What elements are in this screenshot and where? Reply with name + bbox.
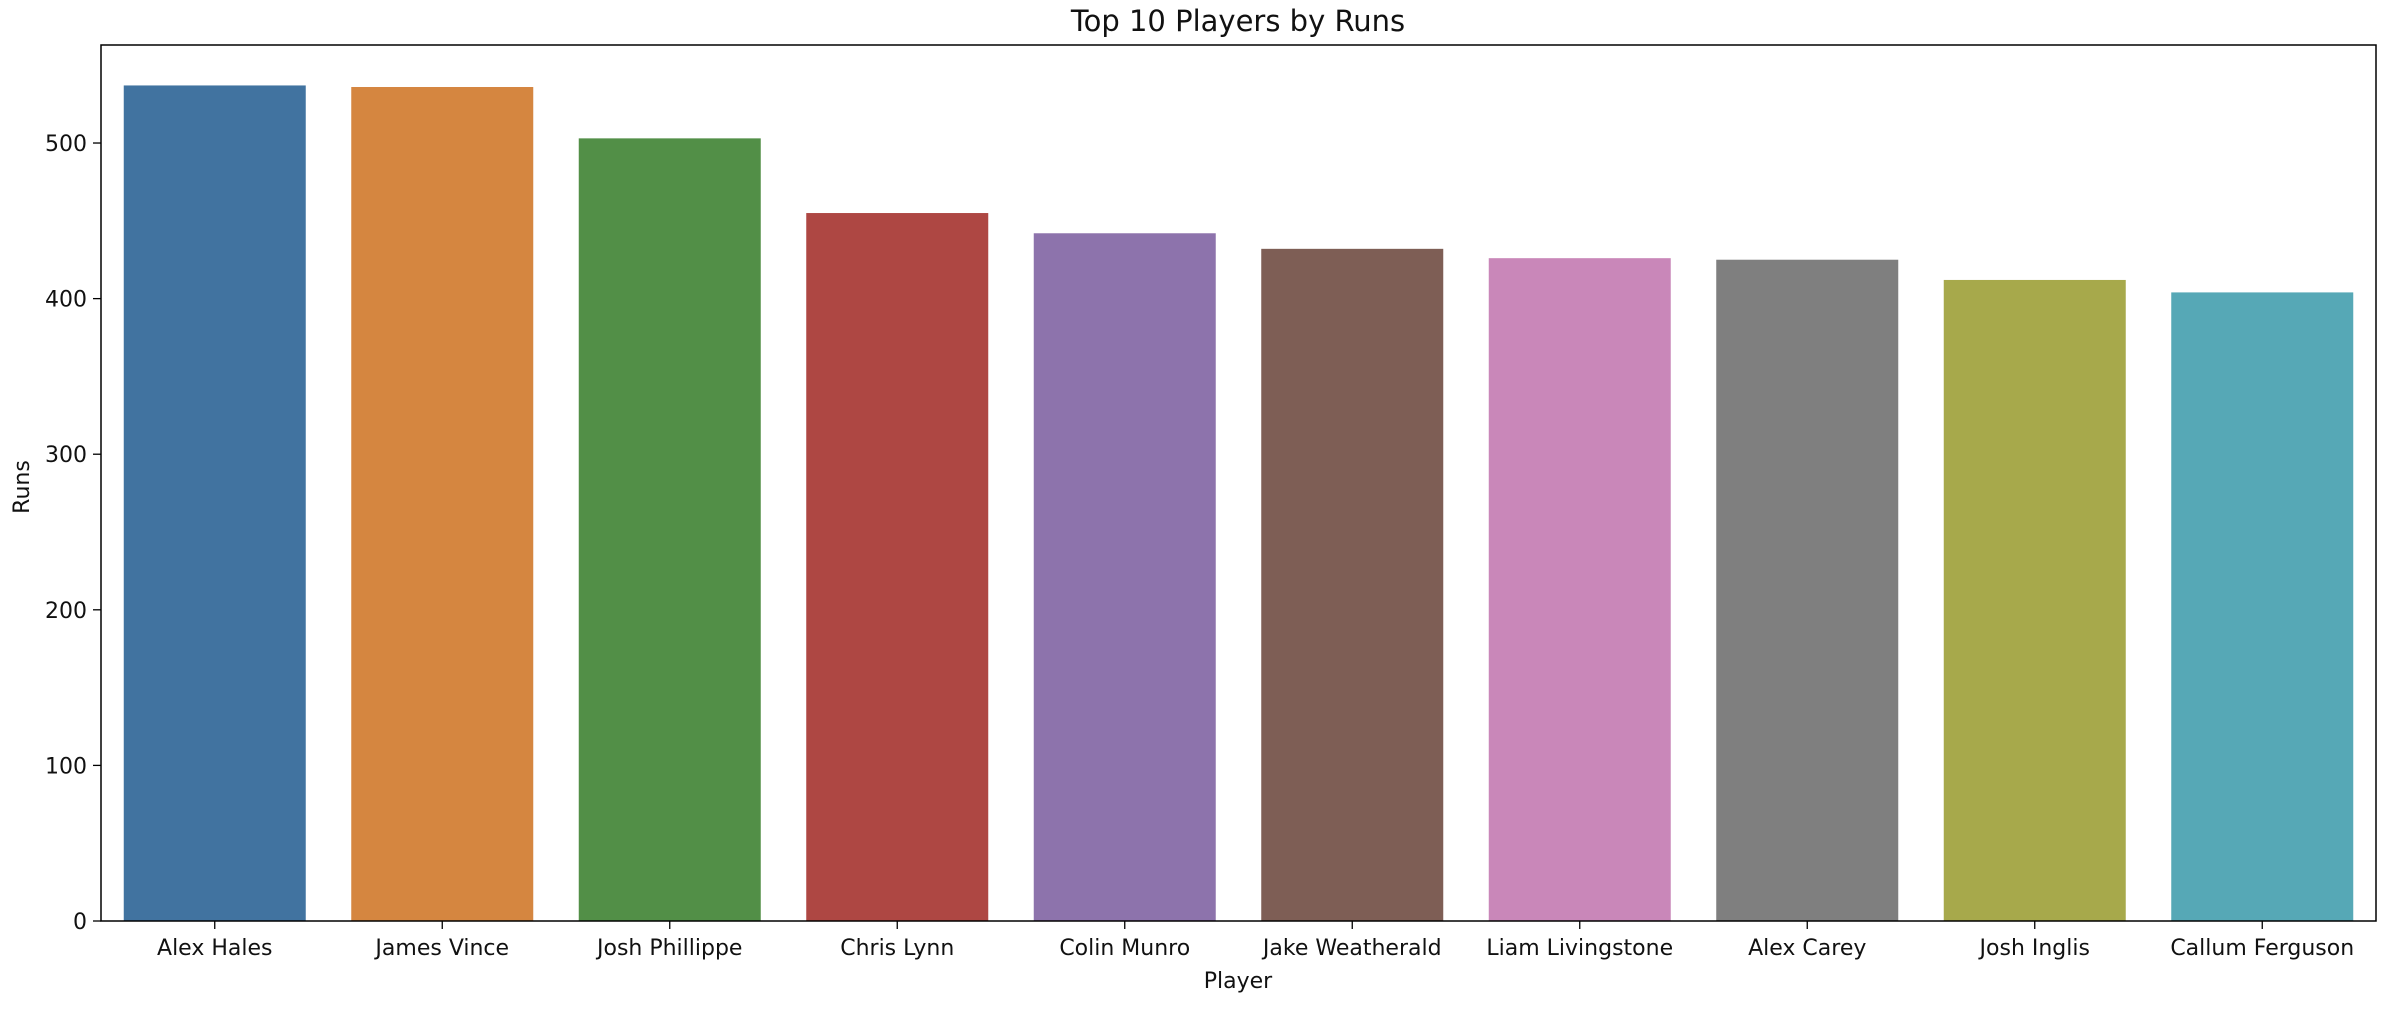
bar-6 — [1488, 258, 1671, 921]
y-tick-label-4: 400 — [45, 288, 87, 313]
x-tick-label-5: Jake Weatherald — [1261, 936, 1442, 961]
x-tick-label-4: Colin Munro — [1059, 936, 1190, 961]
bar-7 — [1716, 259, 1899, 922]
bar-9 — [2171, 292, 2354, 921]
bar-2 — [578, 138, 761, 922]
x-tick-label-9: Callum Ferguson — [2170, 936, 2354, 961]
y-tick-label-5: 500 — [45, 132, 87, 157]
y-tick-label-3: 300 — [45, 443, 87, 468]
chart-title: Top 10 Players by Runs — [1070, 4, 1405, 38]
y-axis-title: Runs — [10, 460, 35, 514]
bar-5 — [1261, 248, 1444, 921]
y-tick-label-2: 200 — [45, 599, 87, 624]
bars-layer — [123, 85, 2354, 922]
x-axis-title: Player — [1204, 969, 1273, 994]
bar-3 — [806, 213, 989, 922]
y-tick-label-0: 0 — [73, 910, 87, 935]
bar-0 — [123, 85, 306, 921]
x-tick-label-0: Alex Hales — [157, 936, 272, 961]
bar-8 — [1943, 279, 2126, 921]
x-tick-label-6: Liam Livingstone — [1486, 936, 1673, 961]
bar-4 — [1033, 233, 1216, 921]
y-tick-label-1: 100 — [45, 754, 87, 779]
plot-frame — [100, 44, 2377, 922]
x-tick-label-7: Alex Carey — [1748, 936, 1866, 961]
x-axis: Alex Hales James Vince Josh Phillippe Chris… — [157, 921, 2354, 961]
x-tick-label-2: Josh Phillippe — [595, 936, 742, 961]
x-tick-label-3: Chris Lynn — [840, 936, 954, 961]
x-tick-label-1: James Vince — [373, 936, 509, 961]
x-tick-label-8: Josh Inglis — [1978, 936, 2090, 961]
bar-1 — [351, 87, 534, 921]
y-axis: 0 100 200 300 400 500 — [45, 132, 101, 935]
